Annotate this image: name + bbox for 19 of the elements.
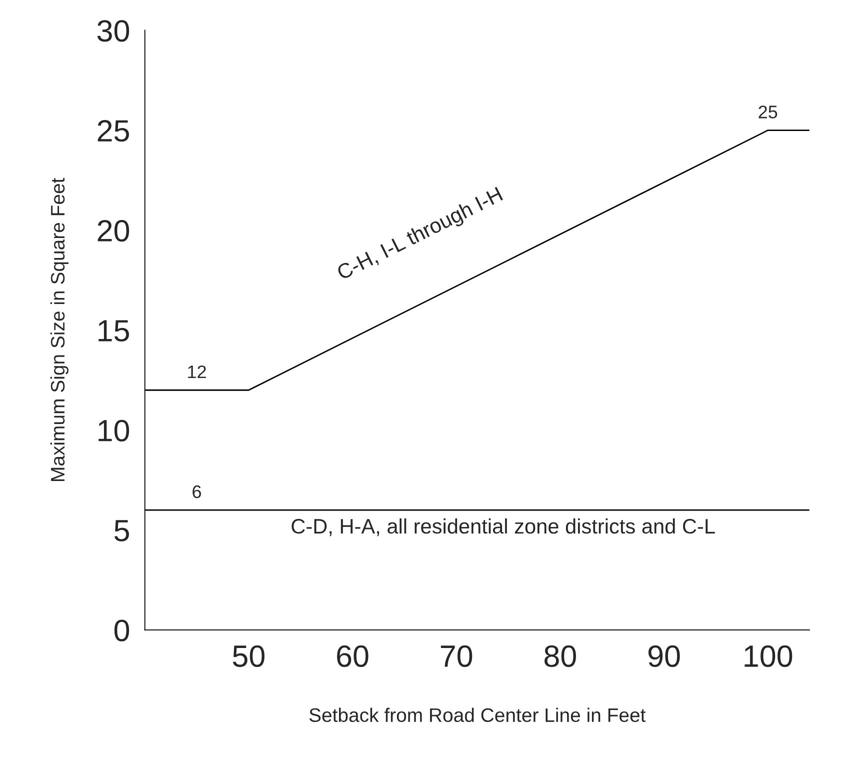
- data-label: 6: [192, 485, 201, 498]
- data-label: 25: [758, 106, 778, 118]
- y-tick-label: 0: [114, 620, 130, 642]
- y-axis-title: Maximum Sign Size in Square Feet: [50, 178, 68, 481]
- y-tick-label: 30: [97, 20, 130, 42]
- x-tick-label: 90: [648, 645, 680, 667]
- x-tick-label: 80: [544, 645, 576, 667]
- x-tick-label: 50: [232, 645, 264, 667]
- y-tick-label: 25: [98, 120, 129, 142]
- y-tick-label: 5: [114, 520, 129, 542]
- x-tick-label: 100: [744, 645, 792, 667]
- y-tick-label: 20: [98, 220, 130, 242]
- series-label: C-D, H-A, all residential zone districts and C-L: [292, 518, 715, 536]
- x-tick-label: 70: [440, 645, 472, 667]
- y-tick-label: 15: [98, 320, 129, 342]
- x-axis-title: Setback from Road Center Line in Feet: [309, 708, 646, 722]
- x-tick-label: 60: [337, 645, 368, 667]
- y-tick-label: 10: [98, 420, 130, 442]
- data-label: 12: [188, 365, 206, 378]
